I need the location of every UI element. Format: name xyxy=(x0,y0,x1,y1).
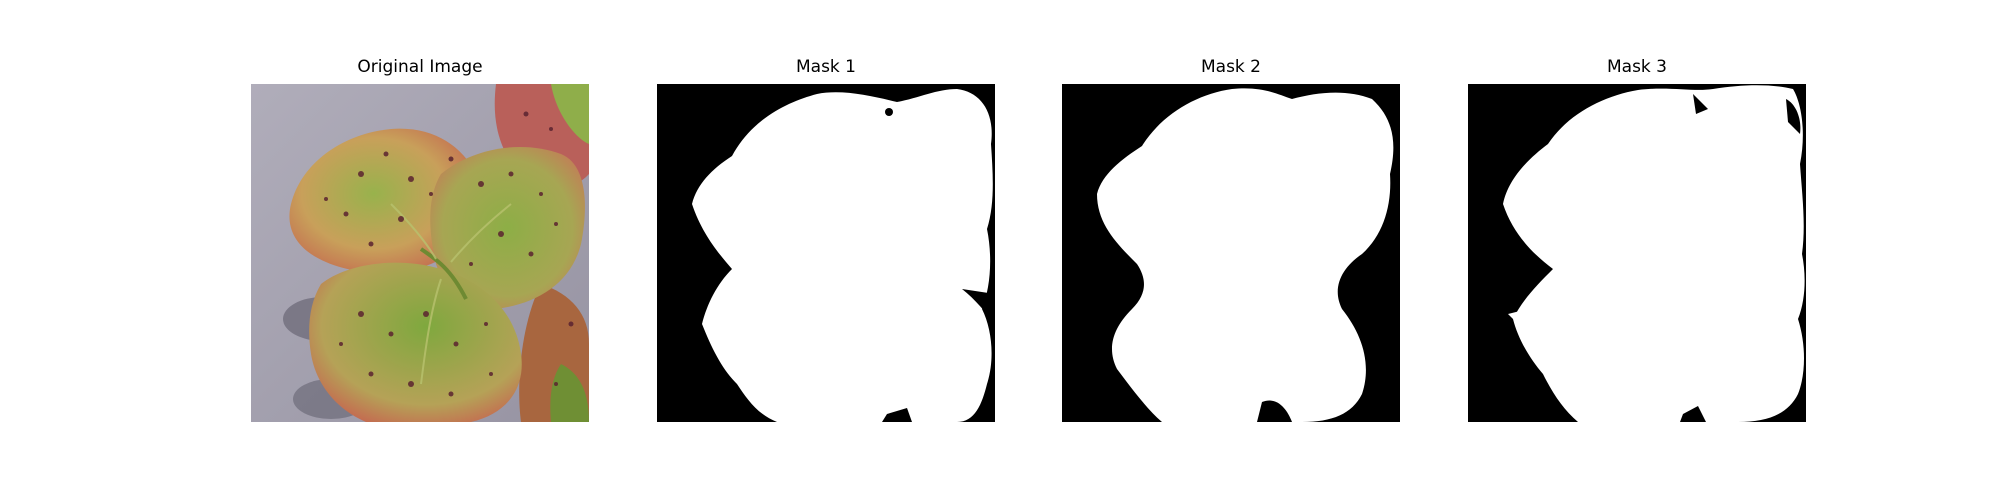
mask-image xyxy=(1062,84,1400,422)
original-image xyxy=(251,84,589,422)
mask-1-image xyxy=(657,84,995,422)
panel-title: Original Image xyxy=(251,56,589,78)
leaf-photo xyxy=(251,84,589,422)
panel-title: Mask 3 xyxy=(1468,56,1806,78)
mask-image xyxy=(1468,84,1806,422)
mask-2-image xyxy=(1062,84,1400,422)
panel-title: Mask 2 xyxy=(1062,56,1400,78)
mask-image xyxy=(657,84,995,422)
panel-title: Mask 1 xyxy=(657,56,995,78)
mask-3-image xyxy=(1468,84,1806,422)
